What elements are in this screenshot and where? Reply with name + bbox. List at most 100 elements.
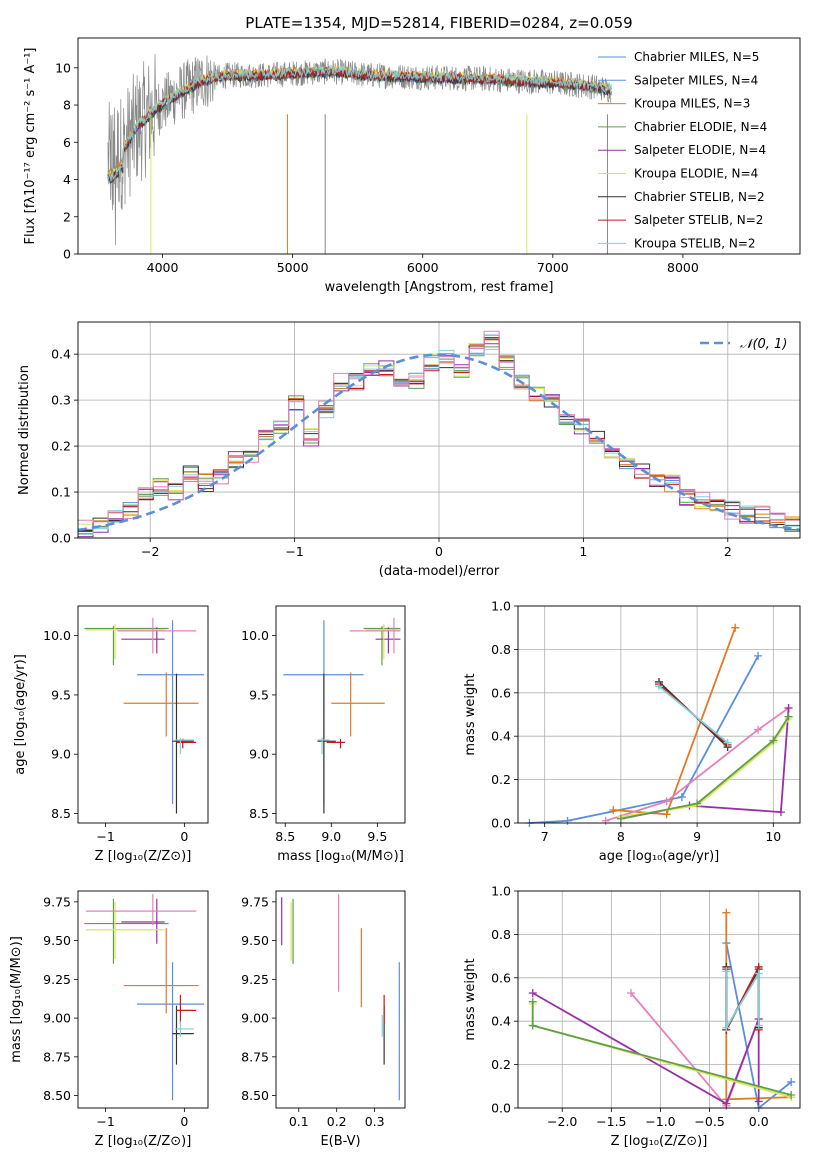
plus-marker [787,1090,796,1099]
histogram-step [78,330,800,523]
legend-label: Kroupa ELODIE, N=4 [634,167,758,181]
mass_vs_Z-axes: −1 0 8.50 8.75 9.00 9.25 9.50 9.75 Z [log₁₀(Z/Z⊙… [9,894,191,1149]
x-axis-label: (data-model)/error [379,564,500,579]
weight_vs_Z-frame [517,890,801,1109]
x-tick-label: 0.0 [749,1114,769,1129]
x-tick-label: 9.5 [367,829,387,844]
spectrum-plot [107,53,612,254]
y-tick-label: 9.25 [43,972,71,987]
plus-marker [784,712,793,721]
x-tick-label: 2 [724,544,732,559]
y-tick-label: 0.4 [491,1014,511,1029]
legend-label: Salpeter STELIB, N=2 [634,213,763,227]
y-tick-label: 9.00 [43,1011,71,1026]
x-tick-label: 1 [579,544,587,559]
y-tick-label: 8.50 [241,1088,269,1103]
y-tick-label: 9.5 [249,687,269,702]
plus-marker [722,967,731,976]
x-axis-label: E(B-V) [320,1134,360,1149]
plus-marker [528,997,537,1006]
x-axis-label: Z [log₁₀(Z/Z⊙)] [95,1134,192,1149]
age_vs_Z-axes: −1 0 8.5 9.0 9.5 10.0 Z [log₁₀(Z/Z⊙)] age [log₁… [13,628,191,864]
y-tick-label: 0.4 [51,347,71,362]
weight-line [620,716,790,820]
y-tick-label: 8.50 [43,1088,71,1103]
weight-line [532,992,760,1106]
plus-marker [601,816,610,825]
model-spectrum-line [107,65,612,182]
x-tick-label: 6000 [407,260,439,275]
y-tick-label: 0.6 [491,970,511,985]
y-axis-label: Normed distribution [17,365,32,495]
mass_vs_ebv-frame [275,890,406,1109]
legend-label: Chabrier STELIB, N=2 [634,190,765,204]
plus-marker [754,1021,763,1030]
weight-line [725,970,760,1031]
x-tick-label: 10 [765,829,781,844]
weight_vs_age-axes: 7 8 9 10 0.0 0.2 0.4 0.6 0.8 1.0 age [log₁₀(age/yr… [463,599,800,864]
x-tick-label: −0.5 [694,1114,724,1129]
x-tick-label: 7000 [537,260,569,275]
y-tick-label: 0.2 [51,439,71,454]
x-tick-label: 8000 [667,260,699,275]
y-tick-label: 8.5 [51,806,71,821]
y-tick-label: 0.3 [51,393,71,408]
y-tick-label: 9.5 [51,687,71,702]
x-axis-label: mass [log₁₀(M/M⊙)] [277,849,404,864]
y-tick-label: 1.0 [491,599,511,614]
weight_vs_Z-axes: −2.0 −1.5 −1.0 −0.5 0.0 0.0 0.2 0.4 0.6 0.8 1.0 Z [… [463,884,800,1149]
weight_vs_Z-plot [528,908,796,1112]
x-tick-label: 9 [693,829,701,844]
y-tick-label: 6 [63,135,71,150]
x-tick-label: 7 [541,829,549,844]
weight-line [605,707,790,822]
normal-curve [78,353,800,532]
legend-label: 𝒩(0, 1) [740,337,787,352]
residuals-legend: 𝒩(0, 1) [700,337,787,352]
legend-label: Kroupa STELIB, N=2 [634,236,756,250]
y-axis-label: Flux [fλ10⁻¹⁷ erg cm⁻² s⁻¹ A⁻¹] [23,48,38,245]
plus-marker [722,908,731,917]
y-tick-label: 9.75 [43,894,71,909]
age_vs_mass-plot [283,617,401,814]
plus-marker [722,1023,731,1032]
x-axis-label: age [log₁₀(age/yr)] [599,849,720,864]
y-tick-label: 9.0 [249,747,269,762]
plus-marker [769,736,778,745]
y-tick-label: 10.0 [241,628,269,643]
spectrum-axes: 4000 5000 6000 7000 8000 0 2 4 6 8 10 wavelength [A… [23,48,699,296]
legend-label: Salpeter ELODIE, N=4 [634,143,766,157]
plus-marker [616,814,625,823]
age_vs_mass-frame [275,605,406,824]
y-tick-label: 9.0 [51,747,71,762]
legend-label: Chabrier ELODIE, N=4 [634,120,767,134]
x-axis-label: wavelength [Angstrom, rest frame] [325,280,554,295]
x-axis-label: Z [log₁₀(Z/Z⊙)] [95,849,192,864]
plus-marker [754,651,763,660]
x-tick-label: 8 [617,829,625,844]
x-axis-label: Z [log₁₀(Z/Z⊙)] [611,1134,708,1149]
y-tick-label: 9.25 [241,972,269,987]
plus-marker [528,988,537,997]
legend-label: Salpeter MILES, N=4 [634,73,758,87]
y-axis-label: mass [log₁₀(M/M⊙)] [9,936,24,1063]
x-tick-label: 0 [435,544,443,559]
x-tick-label: 0.1 [289,1114,309,1129]
weight-line [620,718,790,818]
y-tick-label: 0.0 [491,816,511,831]
x-tick-label: −1 [285,544,303,559]
y-tick-label: 0.2 [491,772,511,787]
x-tick-label: 0.3 [365,1114,385,1129]
x-tick-label: −1.5 [596,1114,626,1129]
age_vs_Z-frame [77,605,209,824]
weight_vs_age-frame [517,605,801,824]
weight-line [529,655,759,824]
legend-label: Kroupa MILES, N=3 [634,97,750,111]
mass_vs_ebv-axes: 0.1 0.2 0.3 8.50 8.75 9.00 9.25 9.50 9.75 E(B-V) [241,894,384,1149]
y-tick-label: 9.50 [43,933,71,948]
weight_vs_age-plot [525,623,793,827]
x-tick-label: 9.0 [321,829,341,844]
plus-marker [693,799,702,808]
plus-marker [776,808,785,817]
